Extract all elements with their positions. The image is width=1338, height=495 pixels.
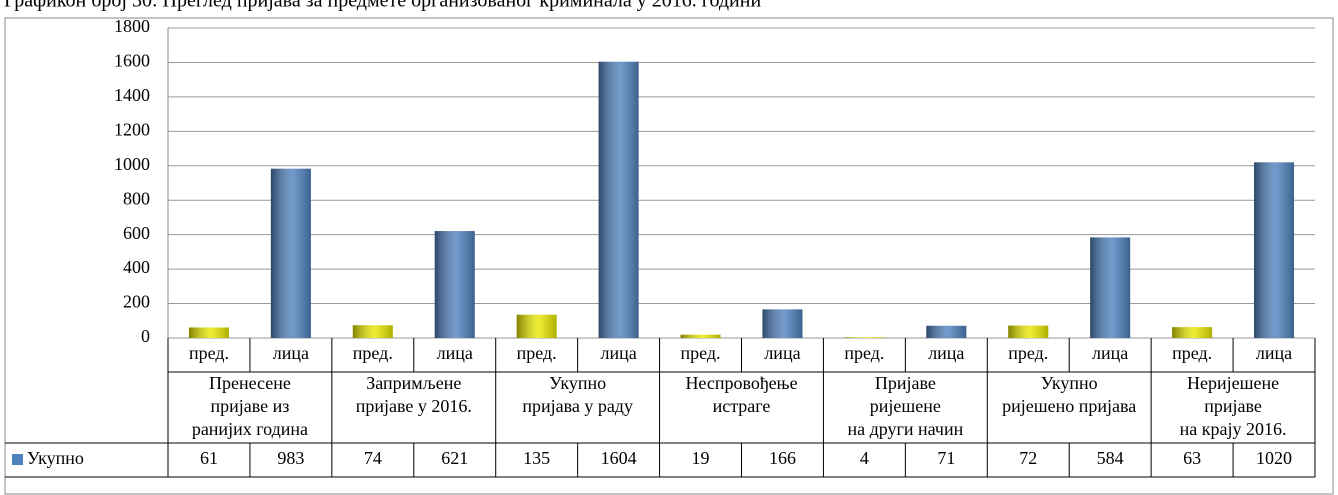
x-tick-label: пред. <box>353 343 393 363</box>
x-tick-label: пред. <box>681 343 721 363</box>
bar-shade <box>762 309 803 338</box>
bar-shade <box>598 61 639 338</box>
chart-frame <box>4 17 1334 495</box>
bar-shade <box>844 337 885 338</box>
group-label: пријава у раду <box>522 396 633 416</box>
bar-shade <box>1008 325 1049 338</box>
x-tick-label: лица <box>273 343 309 363</box>
y-tick-label: 1800 <box>114 16 150 36</box>
bar-shade <box>1172 327 1213 338</box>
group-label: пријаве из <box>210 396 289 416</box>
bar-shade <box>188 327 229 338</box>
group-label: ријешене <box>870 396 941 416</box>
y-tick-label: 1400 <box>114 85 150 105</box>
group-label: истраге <box>713 396 771 416</box>
group-label: Укупно <box>1041 373 1098 393</box>
bar-shade <box>926 325 967 338</box>
x-tick-label: пред. <box>1172 343 1212 363</box>
x-tick-label: пред. <box>844 343 884 363</box>
y-tick-label: 1200 <box>114 119 150 139</box>
group-label: ранијих година <box>192 419 308 439</box>
legend-label: Укупно <box>27 448 84 468</box>
table-value: 72 <box>1019 448 1037 468</box>
table-value: 4 <box>860 448 869 468</box>
table-value: 166 <box>769 448 796 468</box>
legend-swatch <box>12 454 23 465</box>
table-value: 19 <box>692 448 710 468</box>
x-tick-label: пред. <box>517 343 557 363</box>
bar-shade <box>1254 162 1295 338</box>
table-value: 61 <box>200 448 218 468</box>
y-tick-label: 0 <box>141 326 150 346</box>
bar-shade <box>516 314 557 338</box>
table-value: 584 <box>1097 448 1124 468</box>
y-tick-label: 400 <box>123 257 150 277</box>
x-tick-label: пред. <box>189 343 229 363</box>
x-tick-label: лица <box>437 343 473 363</box>
chart-title: Графикон број 30: Преглед пријава за пре… <box>4 0 761 12</box>
group-label: ријешено пријава <box>1002 396 1136 416</box>
bar-shade <box>352 325 393 338</box>
table-value: 621 <box>441 448 468 468</box>
x-tick-label: лица <box>928 343 964 363</box>
group-label: Неријешене <box>1187 373 1279 393</box>
table-value: 63 <box>1183 448 1201 468</box>
bar-shade <box>434 231 475 338</box>
x-tick-label: лица <box>1256 343 1292 363</box>
x-tick-label: пред. <box>1008 343 1048 363</box>
table-value: 135 <box>523 448 550 468</box>
group-label: на други начин <box>847 419 963 439</box>
table-value: 983 <box>277 448 304 468</box>
bar-shade <box>270 168 311 338</box>
table-value: 1020 <box>1256 448 1292 468</box>
bar-shade <box>680 334 721 338</box>
y-tick-label: 600 <box>123 223 150 243</box>
x-tick-label: лица <box>764 343 800 363</box>
y-tick-label: 1600 <box>114 51 150 71</box>
table-value: 74 <box>364 448 382 468</box>
x-tick-label: лица <box>600 343 636 363</box>
group-label: на крају 2016. <box>1180 419 1287 439</box>
group-label: Укупно <box>549 373 606 393</box>
group-label: пријаве у 2016. <box>356 396 472 416</box>
y-tick-label: 1000 <box>114 154 150 174</box>
group-label: пријаве <box>1204 396 1262 416</box>
x-tick-label: лица <box>1092 343 1128 363</box>
group-label: Неспровођење <box>685 373 797 393</box>
group-label: Пријаве <box>875 373 936 393</box>
table-value: 71 <box>937 448 955 468</box>
group-label: Запримљене <box>366 373 461 393</box>
y-tick-label: 200 <box>123 292 150 312</box>
group-label: Пренесене <box>209 373 291 393</box>
y-tick-label: 800 <box>123 188 150 208</box>
table-value: 1604 <box>601 448 637 468</box>
bar-shade <box>1090 237 1131 338</box>
